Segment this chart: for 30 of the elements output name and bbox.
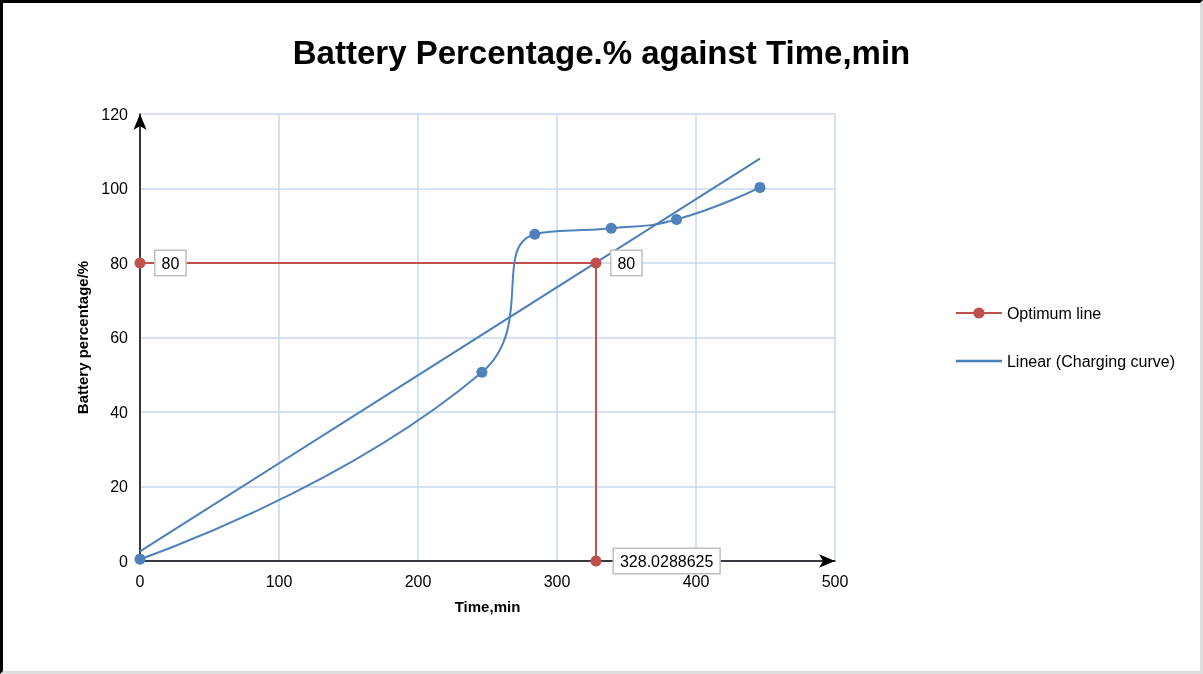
x-axis-title: Time,min <box>454 598 521 615</box>
point <box>754 181 766 193</box>
x-tick-label: 100 <box>265 572 293 590</box>
x-tick-label: 400 <box>682 572 710 590</box>
legend-label: Linear (Charging curve) <box>1006 352 1175 370</box>
x-tick-label: 300 <box>543 572 571 590</box>
y-tick-label: 100 <box>101 180 129 197</box>
point <box>529 228 541 240</box>
y-axis-title: Battery percentage/% <box>74 260 92 415</box>
point <box>605 222 617 234</box>
x-tick-label: 500 <box>821 572 849 590</box>
y-tick-label: 20 <box>110 478 129 495</box>
y-tick-label: 60 <box>110 329 129 346</box>
point <box>590 555 602 567</box>
chart-title: Battery Percentage.% against Time,min <box>292 34 911 71</box>
x-tick-label: 0 <box>135 572 145 590</box>
legend-label: Optimum line <box>1006 304 1102 322</box>
y-tick-label: 40 <box>110 403 129 421</box>
data-label: 80 <box>617 254 636 272</box>
point <box>671 213 683 225</box>
annotation: 328.0288625 <box>619 552 714 570</box>
y-tick-label: 0 <box>119 552 129 570</box>
point <box>476 366 488 378</box>
y-tick-label: 120 <box>101 105 129 123</box>
data-label: 80 <box>161 254 180 272</box>
point <box>134 553 146 565</box>
point <box>590 257 602 269</box>
y-tick-label: 80 <box>110 254 129 272</box>
point <box>134 257 146 269</box>
x-tick-label: 200 <box>404 572 432 590</box>
